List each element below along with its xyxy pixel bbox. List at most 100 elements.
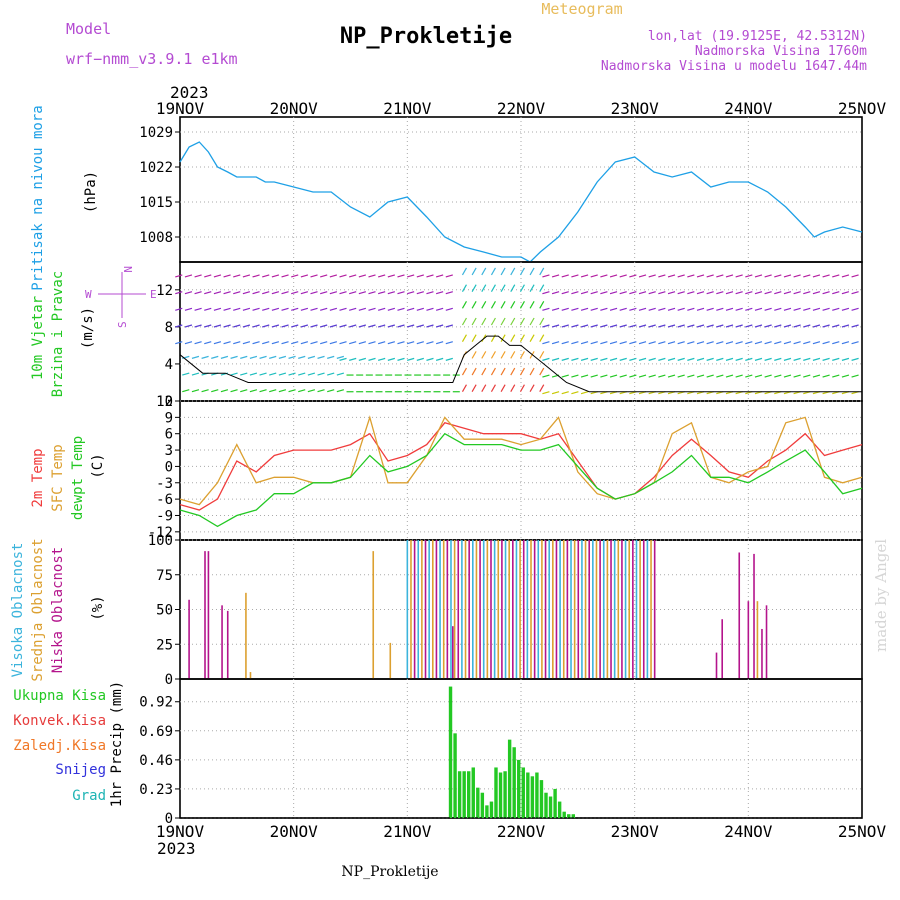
wind-arrow (783, 341, 792, 345)
wind-arrow (358, 341, 367, 345)
x-tick-label-bottom: 22NOV (497, 822, 546, 841)
wind-arrow (600, 324, 608, 328)
wind-arrow (327, 372, 335, 376)
precip-bar (485, 805, 489, 818)
wind-arrow (481, 301, 487, 309)
wind-arrow (327, 389, 335, 393)
wind-arrow (397, 324, 405, 328)
wind-arrow (648, 274, 656, 278)
pressure-unit: (hPa) (83, 171, 99, 213)
wind-arrow (262, 341, 270, 345)
wind-arrow (223, 341, 231, 345)
wind-arrow (310, 341, 318, 345)
wind-arrow (551, 324, 560, 328)
wind-arrow (851, 357, 859, 361)
compass-rose: W E N S (85, 266, 157, 328)
wind-arrow (677, 341, 685, 345)
temp-label-dew: dewpt Temp (70, 436, 86, 520)
wind-arrow (349, 357, 357, 361)
wind-arrow (735, 307, 743, 311)
wind-arrow (851, 324, 859, 328)
precip-bar (448, 686, 453, 818)
wind-arrow (252, 324, 260, 328)
wind-arrow (561, 374, 569, 378)
wind-arrow (529, 384, 535, 393)
wind-arrow (288, 355, 296, 359)
wind-arrow (542, 274, 550, 278)
wind-arrow (490, 267, 496, 276)
wind-arrow (435, 291, 444, 295)
temp-tick-label: 3 (165, 443, 173, 459)
wind-arrow (230, 355, 238, 359)
wind-arrow (339, 341, 347, 345)
wind-arrow (822, 341, 830, 345)
wind-arrow (629, 307, 637, 311)
wind-arrow (667, 357, 676, 361)
page-title: NP_Prokletije (340, 24, 512, 49)
wind-arrow (349, 291, 357, 295)
precip-tick-label: 0.23 (139, 782, 173, 798)
wind-arrow (832, 307, 840, 311)
wind-arrow (561, 357, 569, 361)
wind-arrow (793, 341, 801, 345)
precip-bar (507, 739, 512, 818)
wind-arrow (609, 307, 618, 311)
wind-arrow (696, 274, 705, 278)
wind-arrow (211, 355, 219, 359)
pressure-panel: 1008 1015 1022 1029 (139, 116, 863, 263)
wind-arrow (590, 374, 598, 378)
wind-arrow (194, 341, 202, 345)
wind-arrow (600, 341, 608, 345)
wind-arrow (445, 291, 453, 295)
wind-arrow (638, 307, 647, 311)
wind-arrow (609, 324, 618, 328)
wind-arrow (519, 267, 525, 276)
wind-arrow (406, 274, 415, 278)
wind-arrow (259, 389, 267, 393)
wind-arrow (397, 291, 405, 295)
wind-arrow (696, 357, 705, 361)
wind-arrow (706, 374, 714, 378)
pressure-tick-label: 1029 (139, 125, 173, 141)
precip-bar (548, 796, 553, 818)
wind-arrow (510, 351, 516, 359)
wind-arrow (500, 351, 506, 359)
wind-arrow (249, 372, 258, 376)
wind-arrow (812, 357, 821, 361)
coords-text: lon,lat (19.9125E, 42.5312N) (648, 29, 867, 44)
wind-arrow (435, 324, 444, 328)
wind-arrow (510, 284, 516, 292)
wind-arrow (519, 351, 525, 359)
wind-arrow (716, 374, 724, 378)
wind-arrow (416, 274, 424, 278)
wind-arrow (339, 274, 347, 278)
wind-arrow (471, 317, 477, 326)
wind-arrow (706, 324, 714, 328)
wind-arrow (542, 307, 550, 311)
wind-arrow (667, 324, 676, 328)
wind-arrow (687, 357, 695, 361)
wind-arrow (307, 355, 316, 359)
wind-arrow (716, 307, 724, 311)
precip-legend-grad: Grad (72, 788, 106, 804)
year-top: 2023 (170, 83, 209, 102)
wind-arrow (320, 291, 328, 295)
precip-bar (480, 792, 485, 818)
wind-arrow (735, 374, 743, 378)
wind-arrow (725, 291, 734, 295)
precip-bar (462, 771, 466, 818)
wind-arrow (213, 307, 222, 311)
precip-bar (457, 771, 462, 818)
wind-arrow (329, 324, 338, 328)
precip-bar (489, 801, 494, 818)
wind-arrow (242, 291, 251, 295)
wind-arrow (687, 374, 695, 378)
wind-unit: (m/s) (80, 307, 96, 349)
wind-arrow (803, 324, 811, 328)
x-tick-label-top: 25NOV (838, 99, 887, 118)
wind-arrow (629, 324, 637, 328)
wind-arrow (687, 307, 695, 311)
wind-arrow (223, 307, 231, 311)
wind-arrow (590, 357, 598, 361)
